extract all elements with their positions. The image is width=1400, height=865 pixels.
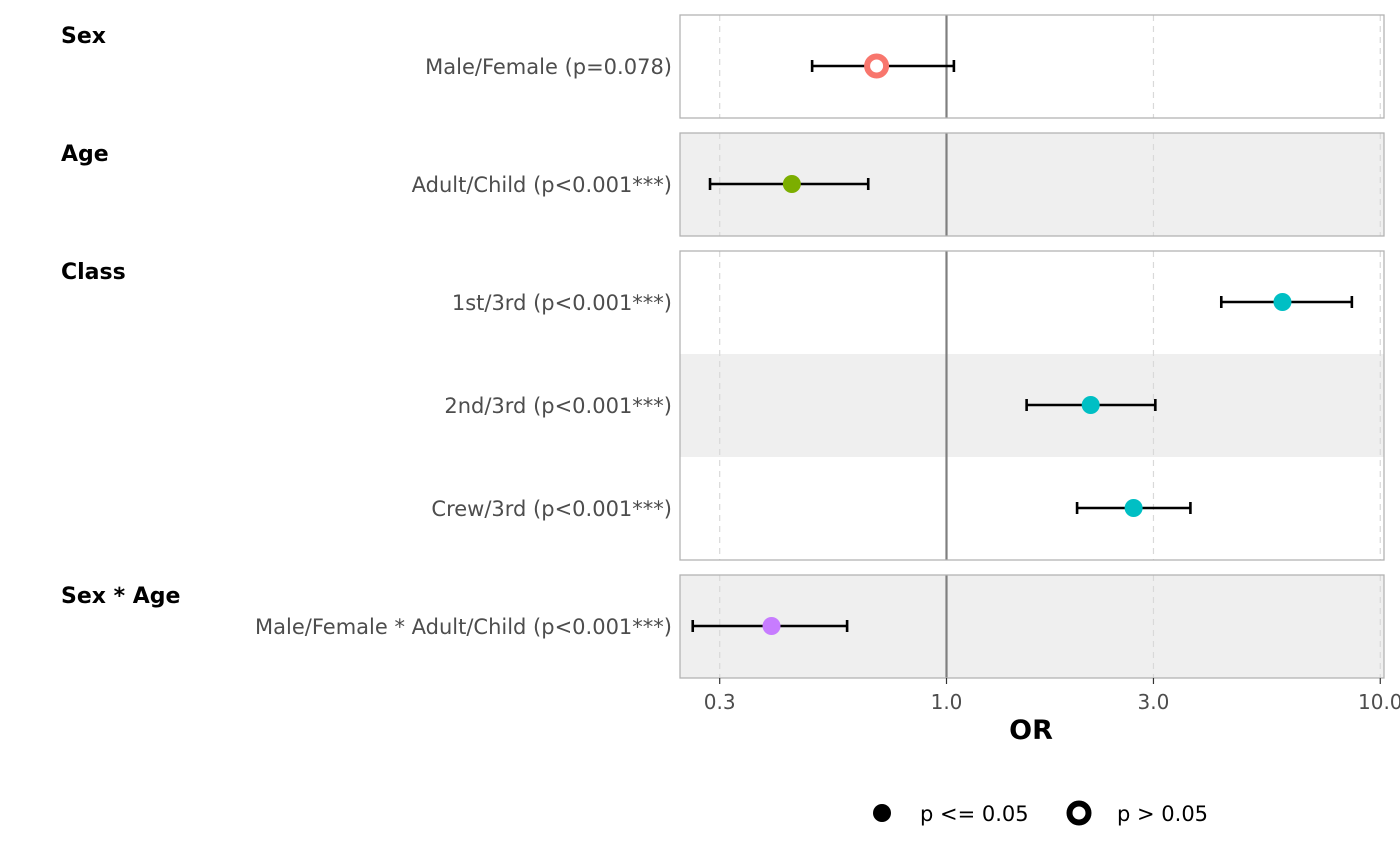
x-tick-label: 1.0 (931, 690, 963, 714)
group-label: Class (61, 260, 126, 285)
x-tick-label: 3.0 (1138, 690, 1170, 714)
panel-0 (679, 14, 1385, 119)
panels-layer (679, 14, 1385, 679)
term-label: Male/Female (p=0.078) (425, 55, 672, 79)
panel-3 (679, 574, 1385, 679)
labels-layer: Sex Male/Female (p=0.078) Age Adult/Child (… (61, 24, 672, 639)
group-label: Sex * Age (61, 584, 180, 609)
legend-label: p > 0.05 (1117, 802, 1208, 826)
x-tick-label: 10.0 (1358, 690, 1400, 714)
estimate-point (762, 617, 781, 635)
term-label: 1st/3rd (p<0.001***) (452, 291, 672, 315)
x-axis-title: OR (1009, 715, 1053, 746)
panel-border (679, 250, 1385, 561)
panel-border (679, 14, 1385, 119)
estimate-point (1273, 293, 1292, 311)
term-label: Male/Female * Adult/Child (p<0.001***) (255, 615, 672, 639)
panel-2 (679, 250, 1385, 561)
estimate-point (782, 175, 801, 193)
estimate-point (864, 53, 890, 79)
row-background (680, 457, 1384, 560)
term-label: Adult/Child (p<0.001***) (412, 173, 672, 197)
x-tick-label: 0.3 (704, 690, 736, 714)
group-label: Sex (61, 24, 106, 49)
group-label: Age (61, 142, 109, 167)
term-label: Crew/3rd (p<0.001***) (431, 497, 672, 521)
panel-border (679, 132, 1385, 237)
legend-filled-circle-icon (873, 804, 891, 822)
legend-label: p <= 0.05 (920, 802, 1029, 826)
panel-border (679, 574, 1385, 679)
estimate-point (1081, 396, 1100, 414)
row-background (680, 15, 1384, 118)
legend: p <= 0.05 p > 0.05 (873, 800, 1208, 826)
term-label: 2nd/3rd (p<0.001***) (444, 394, 672, 418)
estimate-point (1124, 499, 1143, 517)
x-axis: 0.3 1.0 3.0 10.0 (704, 678, 1400, 714)
panel-1 (679, 132, 1385, 237)
legend-open-circle-icon (1066, 800, 1092, 826)
